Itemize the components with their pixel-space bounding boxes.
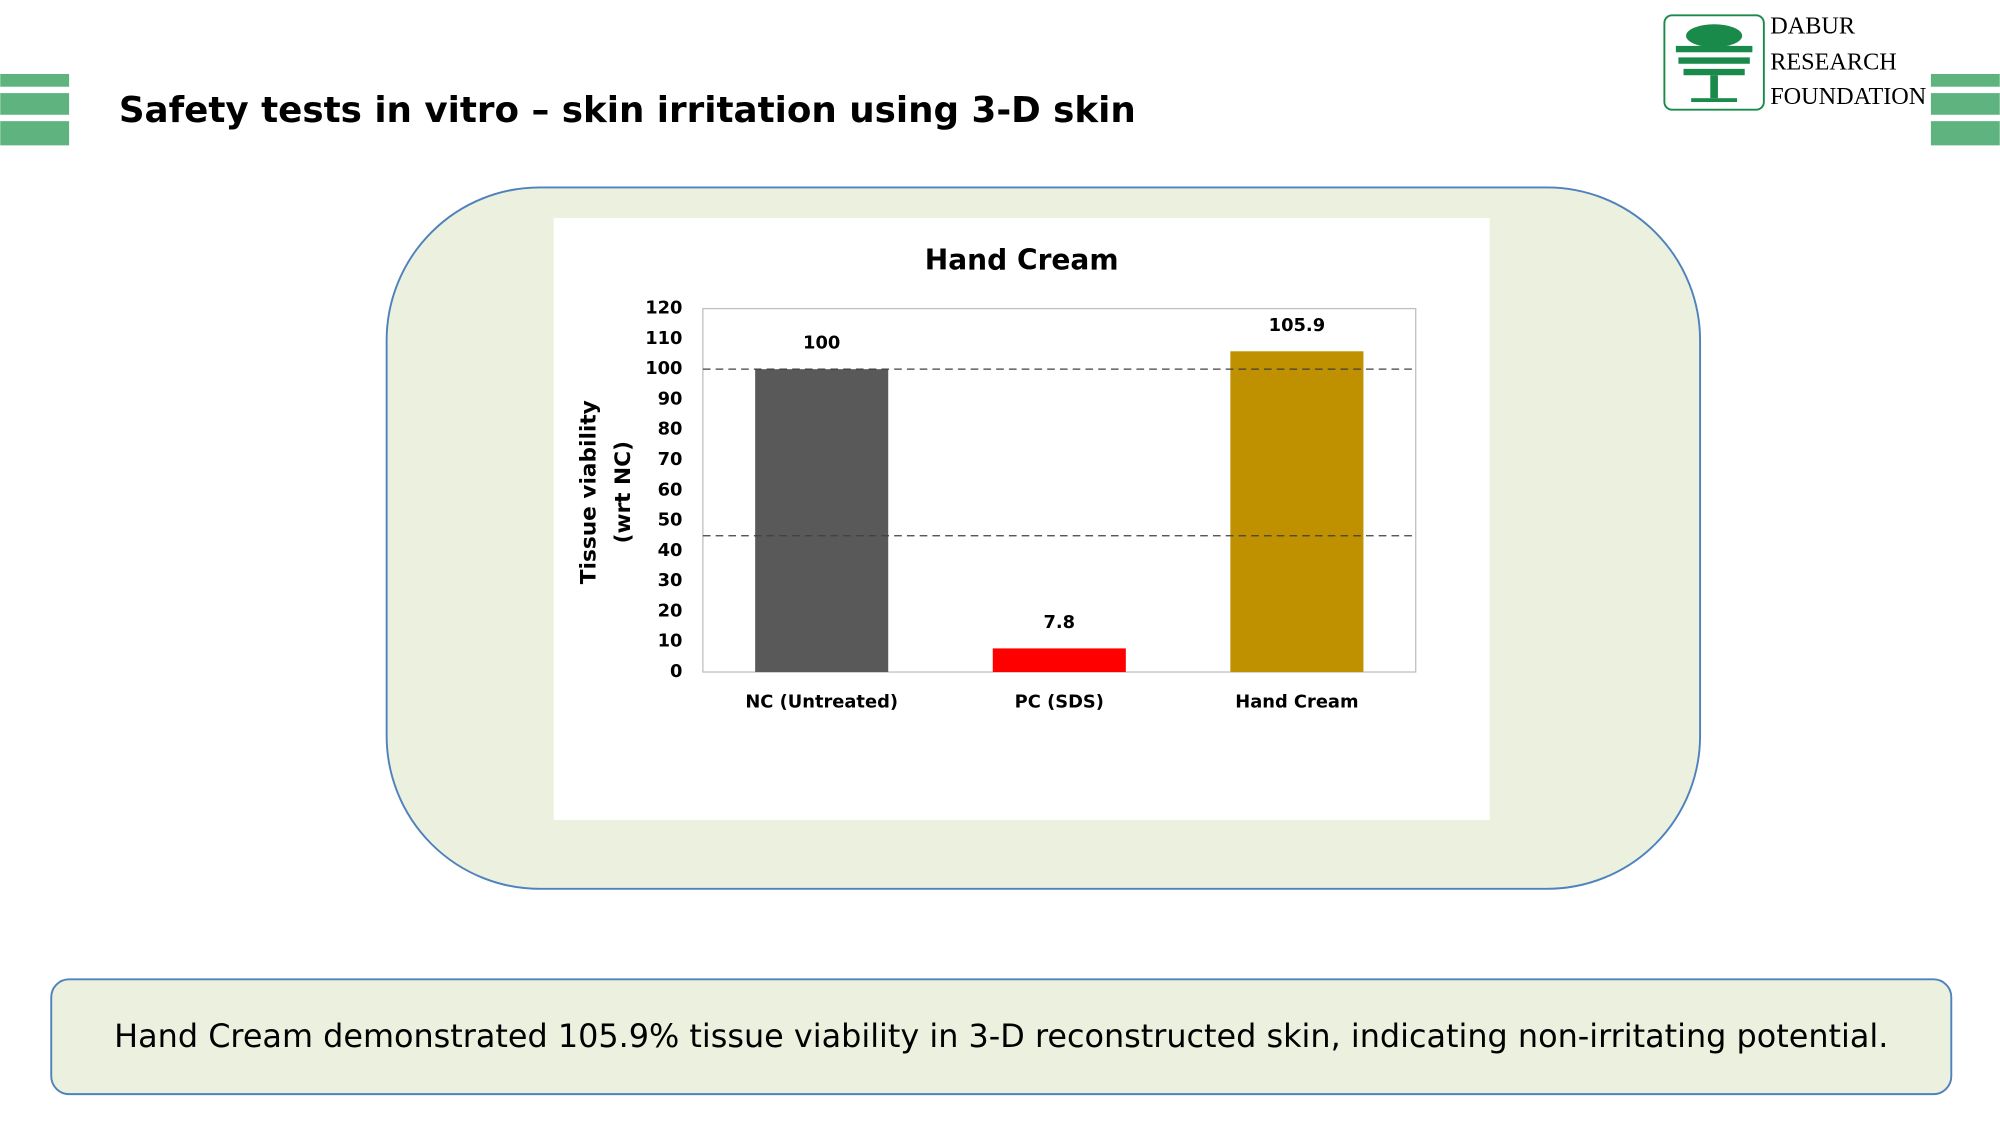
- summary-box: [50, 978, 1953, 1096]
- logo-text: FOUNDATION: [1770, 83, 1926, 110]
- slide-title: Safety tests in vitro – skin irritation …: [119, 90, 1136, 131]
- y-tick-label: 90: [658, 388, 683, 409]
- y-tick-label: 80: [658, 419, 683, 440]
- y-tick-label: 100: [645, 358, 682, 379]
- data-label: 105.9: [1269, 315, 1325, 336]
- y-tick-label: 10: [658, 631, 683, 652]
- chart: 0 10 20 30 40 50 60 70 80 90 100 110 120 NC (Untreate…: [645, 298, 1416, 713]
- y-axis-label: (wrt NC): [611, 441, 636, 543]
- left-stripes: [0, 73, 70, 146]
- x-tick-label: NC (Untreated): [745, 692, 898, 713]
- bar: [755, 369, 889, 673]
- logo-text: RESEARCH: [1770, 48, 1897, 75]
- data-label: 7.8: [1043, 612, 1075, 633]
- y-tick-label: 120: [645, 298, 682, 319]
- summary-text: Hand Cream demonstrated 105.9% tissue vi…: [114, 1017, 1888, 1055]
- y-tick-label: 20: [658, 600, 683, 621]
- bar: [992, 648, 1126, 673]
- y-tick-label: 40: [658, 540, 683, 561]
- y-tick-label: 110: [645, 328, 682, 349]
- right-stripes: [1930, 73, 2000, 146]
- y-tick-label: 60: [658, 479, 683, 500]
- y-tick-label: 0: [670, 661, 682, 682]
- x-tick-label: PC (SDS): [1015, 692, 1104, 713]
- y-axis-label: Tissue viability: [576, 400, 601, 584]
- data-label: 100: [803, 333, 840, 354]
- logo: DABUR RESEARCH FOUNDATION: [1663, 13, 1926, 111]
- x-tick-label: Hand Cream: [1235, 692, 1358, 713]
- logo-text: DABUR: [1770, 13, 1856, 40]
- y-tick-label: 50: [658, 510, 683, 531]
- y-tick-label: 30: [658, 570, 683, 591]
- y-tick-label: 70: [658, 449, 683, 470]
- chart-title: Hand Cream: [925, 243, 1119, 276]
- bar: [1230, 351, 1364, 673]
